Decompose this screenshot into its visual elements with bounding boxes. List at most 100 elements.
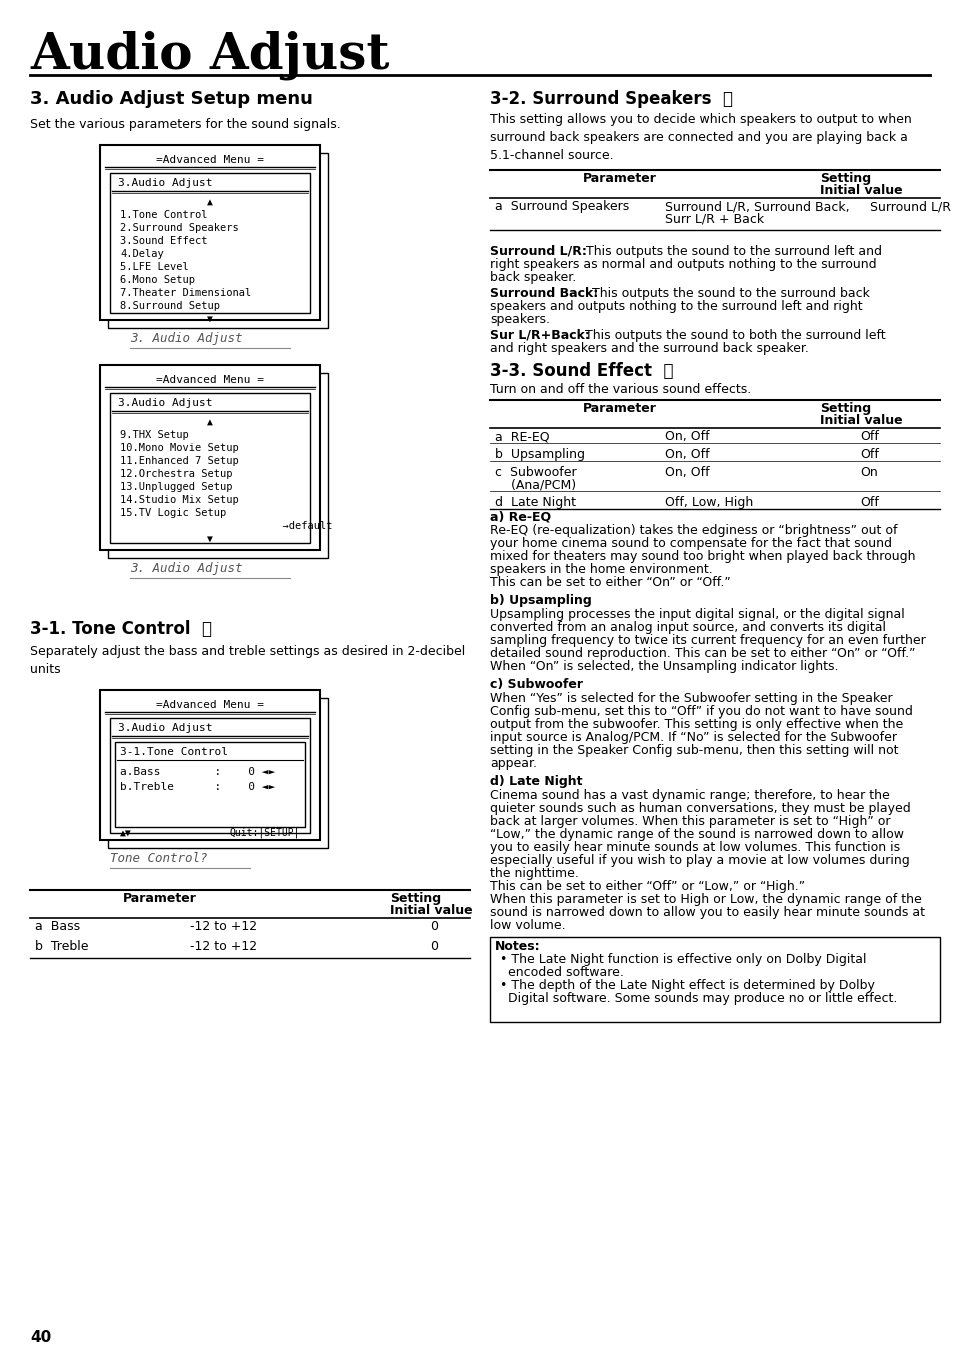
- Text: the nighttime.: the nighttime.: [490, 867, 578, 880]
- Text: Initial value: Initial value: [820, 413, 902, 427]
- Text: 8.Surround Setup: 8.Surround Setup: [120, 301, 220, 311]
- Text: Cinema sound has a vast dynamic range; therefore, to hear the: Cinema sound has a vast dynamic range; t…: [490, 789, 889, 802]
- Text: 15.TV Logic Setup: 15.TV Logic Setup: [120, 508, 226, 517]
- Text: a  Bass: a Bass: [35, 920, 80, 934]
- Text: Set the various parameters for the sound signals.: Set the various parameters for the sound…: [30, 118, 340, 131]
- Text: setting in the Speaker Config sub-menu, then this setting will not: setting in the Speaker Config sub-menu, …: [490, 744, 898, 757]
- Text: =Advanced Menu =: =Advanced Menu =: [156, 376, 264, 385]
- Text: Tone Control?: Tone Control?: [110, 852, 208, 865]
- Text: 0: 0: [430, 920, 437, 934]
- Text: This outputs the sound to the surround left and: This outputs the sound to the surround l…: [581, 245, 882, 258]
- Text: =Advanced Menu =: =Advanced Menu =: [156, 155, 264, 165]
- Text: Separately adjust the bass and treble settings as desired in 2-decibel
units: Separately adjust the bass and treble se…: [30, 644, 465, 676]
- Text: 3.Sound Effect: 3.Sound Effect: [120, 236, 208, 246]
- Text: speakers.: speakers.: [490, 313, 550, 326]
- Text: This outputs the sound to both the surround left: This outputs the sound to both the surro…: [580, 330, 884, 342]
- Text: “Low,” the dynamic range of the sound is narrowed down to allow: “Low,” the dynamic range of the sound is…: [490, 828, 903, 842]
- Text: On, Off: On, Off: [664, 466, 709, 480]
- Text: ▼: ▼: [207, 313, 213, 324]
- Text: This setting allows you to decide which speakers to output to when
surround back: This setting allows you to decide which …: [490, 113, 911, 162]
- FancyBboxPatch shape: [110, 717, 310, 834]
- Text: 0: 0: [430, 940, 437, 952]
- Text: Re-EQ (re-equalization) takes the edginess or “brightness” out of: Re-EQ (re-equalization) takes the edgine…: [490, 524, 897, 536]
- Text: detailed sound reproduction. This can be set to either “On” or “Off.”: detailed sound reproduction. This can be…: [490, 647, 915, 661]
- Text: This outputs the sound to the surround back: This outputs the sound to the surround b…: [587, 286, 869, 300]
- Text: 10.Mono Movie Setup: 10.Mono Movie Setup: [120, 443, 238, 453]
- Text: sampling frequency to twice its current frequency for an even further: sampling frequency to twice its current …: [490, 634, 924, 647]
- Text: Parameter: Parameter: [582, 172, 657, 185]
- Text: 4.Delay: 4.Delay: [120, 249, 164, 259]
- Text: b  Treble: b Treble: [35, 940, 89, 952]
- Text: 9.THX Setup: 9.THX Setup: [120, 430, 189, 440]
- Text: On: On: [859, 466, 877, 480]
- Text: Setting: Setting: [820, 403, 870, 415]
- Text: back speaker.: back speaker.: [490, 272, 576, 284]
- Text: Quit:|SETUP|: Quit:|SETUP|: [230, 828, 300, 839]
- Text: Surround L/R: Surround L/R: [869, 200, 950, 213]
- Text: a  Surround Speakers: a Surround Speakers: [495, 200, 629, 213]
- Text: 3.Audio Adjust: 3.Audio Adjust: [118, 399, 213, 408]
- Text: →default: →default: [120, 521, 333, 531]
- Text: • The depth of the Late Night effect is determined by Dolby: • The depth of the Late Night effect is …: [499, 979, 874, 992]
- Text: Initial value: Initial value: [390, 904, 472, 917]
- Text: you to easily hear minute sounds at low volumes. This function is: you to easily hear minute sounds at low …: [490, 842, 900, 854]
- Text: 1.Tone Control: 1.Tone Control: [120, 209, 208, 220]
- Text: especially useful if you wish to play a movie at low volumes during: especially useful if you wish to play a …: [490, 854, 909, 867]
- Text: 3. Audio Adjust Setup menu: 3. Audio Adjust Setup menu: [30, 91, 313, 108]
- FancyBboxPatch shape: [115, 742, 305, 827]
- Text: 3. Audio Adjust: 3. Audio Adjust: [130, 562, 242, 576]
- Text: Initial value: Initial value: [820, 184, 902, 197]
- Text: Config sub-menu, set this to “Off” if you do not want to have sound: Config sub-menu, set this to “Off” if yo…: [490, 705, 912, 717]
- Text: sound is narrowed down to allow you to easily hear minute sounds at: sound is narrowed down to allow you to e…: [490, 907, 924, 919]
- Text: When this parameter is set to High or Low, the dynamic range of the: When this parameter is set to High or Lo…: [490, 893, 921, 907]
- Text: ▲: ▲: [207, 197, 213, 207]
- Text: d  Late Night: d Late Night: [495, 496, 576, 509]
- Text: Audio Adjust: Audio Adjust: [30, 30, 389, 80]
- Text: This can be set to either “On” or “Off.”: This can be set to either “On” or “Off.”: [490, 576, 730, 589]
- Text: ▼: ▼: [207, 534, 213, 544]
- Text: When “On” is selected, the Unsampling indicator lights.: When “On” is selected, the Unsampling in…: [490, 661, 838, 673]
- FancyBboxPatch shape: [100, 690, 319, 840]
- Text: c) Subwoofer: c) Subwoofer: [490, 678, 582, 690]
- Text: 3.Audio Adjust: 3.Audio Adjust: [118, 723, 213, 734]
- Text: c  Subwoofer: c Subwoofer: [495, 466, 576, 480]
- Text: 3-2. Surround Speakers  Ⓑ: 3-2. Surround Speakers Ⓑ: [490, 91, 732, 108]
- FancyBboxPatch shape: [108, 153, 328, 328]
- Text: This can be set to either “Off” or “Low,” or “High.”: This can be set to either “Off” or “Low,…: [490, 880, 804, 893]
- Text: 3-3. Sound Effect  Ⓑ: 3-3. Sound Effect Ⓑ: [490, 362, 673, 380]
- Text: 3-1. Tone Control  Ⓑ: 3-1. Tone Control Ⓑ: [30, 620, 212, 638]
- FancyBboxPatch shape: [108, 698, 328, 848]
- FancyBboxPatch shape: [100, 365, 319, 550]
- Text: Surround L/R:: Surround L/R:: [490, 245, 586, 258]
- Text: Surround Back:: Surround Back:: [490, 286, 598, 300]
- Text: b  Upsampling: b Upsampling: [495, 449, 584, 461]
- Text: =Advanced Menu =: =Advanced Menu =: [156, 700, 264, 711]
- Text: 3. Audio Adjust: 3. Audio Adjust: [130, 332, 242, 345]
- Text: Parameter: Parameter: [123, 892, 196, 905]
- Text: 13.Unplugged Setup: 13.Unplugged Setup: [120, 482, 233, 492]
- Text: -12 to +12: -12 to +12: [190, 920, 257, 934]
- Text: Digital software. Some sounds may produce no or little effect.: Digital software. Some sounds may produc…: [507, 992, 897, 1005]
- Text: 3.Audio Adjust: 3.Audio Adjust: [118, 178, 213, 188]
- Text: back at larger volumes. When this parameter is set to “High” or: back at larger volumes. When this parame…: [490, 815, 889, 828]
- Text: Notes:: Notes:: [495, 940, 540, 952]
- Text: • The Late Night function is effective only on Dolby Digital: • The Late Night function is effective o…: [499, 952, 865, 966]
- Text: 3-1.Tone Control: 3-1.Tone Control: [120, 747, 228, 757]
- Text: 40: 40: [30, 1329, 51, 1346]
- Text: ▲: ▲: [207, 417, 213, 427]
- Text: Off: Off: [859, 430, 878, 443]
- FancyBboxPatch shape: [110, 393, 310, 543]
- Text: Off: Off: [859, 496, 878, 509]
- Text: speakers in the home environment.: speakers in the home environment.: [490, 563, 712, 576]
- Text: appear.: appear.: [490, 757, 537, 770]
- Text: output from the subwoofer. This setting is only effective when the: output from the subwoofer. This setting …: [490, 717, 902, 731]
- FancyBboxPatch shape: [108, 373, 328, 558]
- FancyBboxPatch shape: [110, 173, 310, 313]
- Text: 11.Enhanced 7 Setup: 11.Enhanced 7 Setup: [120, 457, 238, 466]
- Text: Off, Low, High: Off, Low, High: [664, 496, 753, 509]
- Text: encoded software.: encoded software.: [507, 966, 623, 979]
- Text: 12.Orchestra Setup: 12.Orchestra Setup: [120, 469, 233, 480]
- Text: a.Bass        :    0 ◄►: a.Bass : 0 ◄►: [120, 767, 275, 777]
- Text: Setting: Setting: [820, 172, 870, 185]
- Text: low volume.: low volume.: [490, 919, 565, 932]
